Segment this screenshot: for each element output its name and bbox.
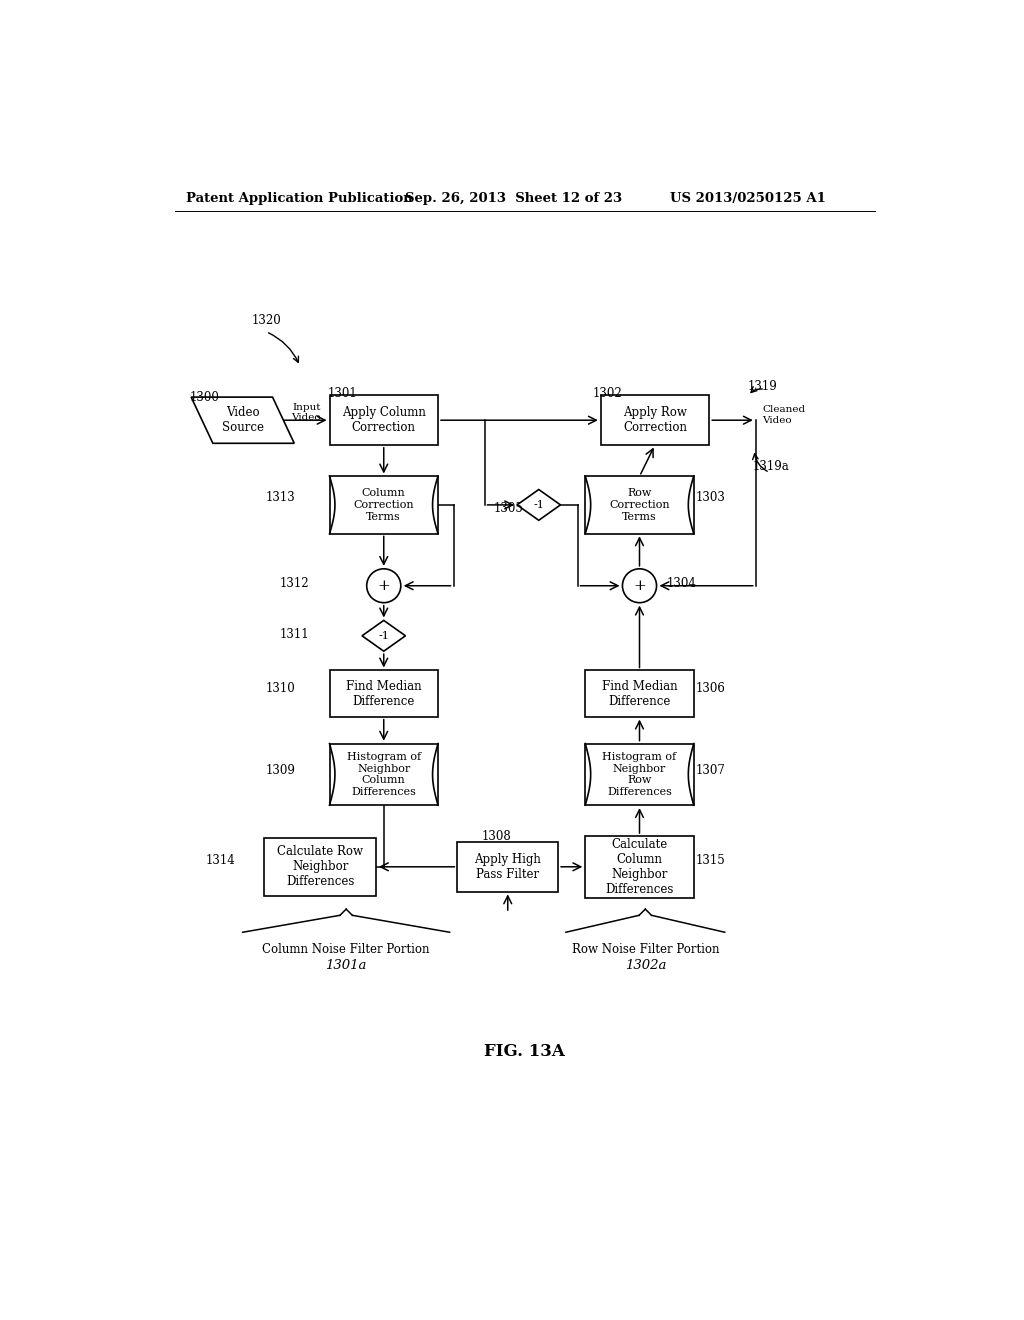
FancyBboxPatch shape xyxy=(601,395,710,445)
Text: 1301: 1301 xyxy=(328,387,357,400)
Text: Video
Source: Video Source xyxy=(222,407,264,434)
Text: +: + xyxy=(633,578,646,593)
Text: 1300: 1300 xyxy=(190,391,220,404)
Text: 1314: 1314 xyxy=(206,854,236,867)
Text: Histogram of
Neighbor
Row
Differences: Histogram of Neighbor Row Differences xyxy=(602,752,677,797)
Text: 1307: 1307 xyxy=(696,764,726,777)
Text: FIG. 13A: FIG. 13A xyxy=(484,1043,565,1060)
Text: 1313: 1313 xyxy=(266,491,296,504)
Text: 1306: 1306 xyxy=(696,681,726,694)
Text: 1309: 1309 xyxy=(266,764,296,777)
FancyBboxPatch shape xyxy=(586,836,693,898)
Circle shape xyxy=(623,569,656,603)
Text: Row
Correction
Terms: Row Correction Terms xyxy=(609,488,670,521)
Text: Apply Row
Correction: Apply Row Correction xyxy=(623,407,687,434)
FancyBboxPatch shape xyxy=(330,671,438,717)
Polygon shape xyxy=(517,490,560,520)
Text: Column
Correction
Terms: Column Correction Terms xyxy=(353,488,414,521)
FancyBboxPatch shape xyxy=(586,743,693,805)
FancyBboxPatch shape xyxy=(264,838,377,896)
FancyBboxPatch shape xyxy=(586,671,693,717)
Text: Calculate
Column
Neighbor
Differences: Calculate Column Neighbor Differences xyxy=(605,838,674,896)
Text: Apply Column
Correction: Apply Column Correction xyxy=(342,407,426,434)
Text: Input
Video: Input Video xyxy=(292,403,322,422)
Text: Cleaned
Video: Cleaned Video xyxy=(762,405,805,425)
Text: Patent Application Publication: Patent Application Publication xyxy=(186,191,413,205)
Text: Apply High
Pass Filter: Apply High Pass Filter xyxy=(474,853,542,880)
Text: 1319a: 1319a xyxy=(753,459,790,473)
Text: 1302: 1302 xyxy=(593,387,623,400)
Text: 1304: 1304 xyxy=(667,577,696,590)
FancyBboxPatch shape xyxy=(458,842,558,892)
Text: Sep. 26, 2013  Sheet 12 of 23: Sep. 26, 2013 Sheet 12 of 23 xyxy=(406,191,623,205)
Text: 1301a: 1301a xyxy=(326,960,367,973)
Text: 1311: 1311 xyxy=(280,628,309,640)
Text: -1: -1 xyxy=(378,631,389,640)
Text: US 2013/0250125 A1: US 2013/0250125 A1 xyxy=(671,191,826,205)
Circle shape xyxy=(367,569,400,603)
Text: 1310: 1310 xyxy=(266,681,296,694)
Text: 1312: 1312 xyxy=(280,577,309,590)
Text: 1305: 1305 xyxy=(494,502,523,515)
Text: Find Median
Difference: Find Median Difference xyxy=(602,680,677,708)
Text: 1315: 1315 xyxy=(696,854,726,867)
Text: Calculate Row
Neighbor
Differences: Calculate Row Neighbor Differences xyxy=(278,845,364,888)
Text: 1302a: 1302a xyxy=(625,960,666,973)
Polygon shape xyxy=(362,620,406,651)
FancyBboxPatch shape xyxy=(330,395,438,445)
Text: -1: -1 xyxy=(534,500,544,510)
Text: 1320: 1320 xyxy=(252,314,282,326)
Text: 1308: 1308 xyxy=(481,829,511,842)
FancyBboxPatch shape xyxy=(330,743,438,805)
Text: Row Noise Filter Portion: Row Noise Filter Portion xyxy=(571,942,719,956)
Text: Find Median
Difference: Find Median Difference xyxy=(346,680,422,708)
FancyBboxPatch shape xyxy=(586,477,693,533)
Polygon shape xyxy=(191,397,294,444)
Text: Column Noise Filter Portion: Column Noise Filter Portion xyxy=(262,942,430,956)
Text: 1303: 1303 xyxy=(696,491,726,504)
Text: 1319: 1319 xyxy=(748,380,778,393)
Text: +: + xyxy=(378,578,390,593)
Text: Histogram of
Neighbor
Column
Differences: Histogram of Neighbor Column Differences xyxy=(347,752,421,797)
FancyBboxPatch shape xyxy=(330,477,438,533)
